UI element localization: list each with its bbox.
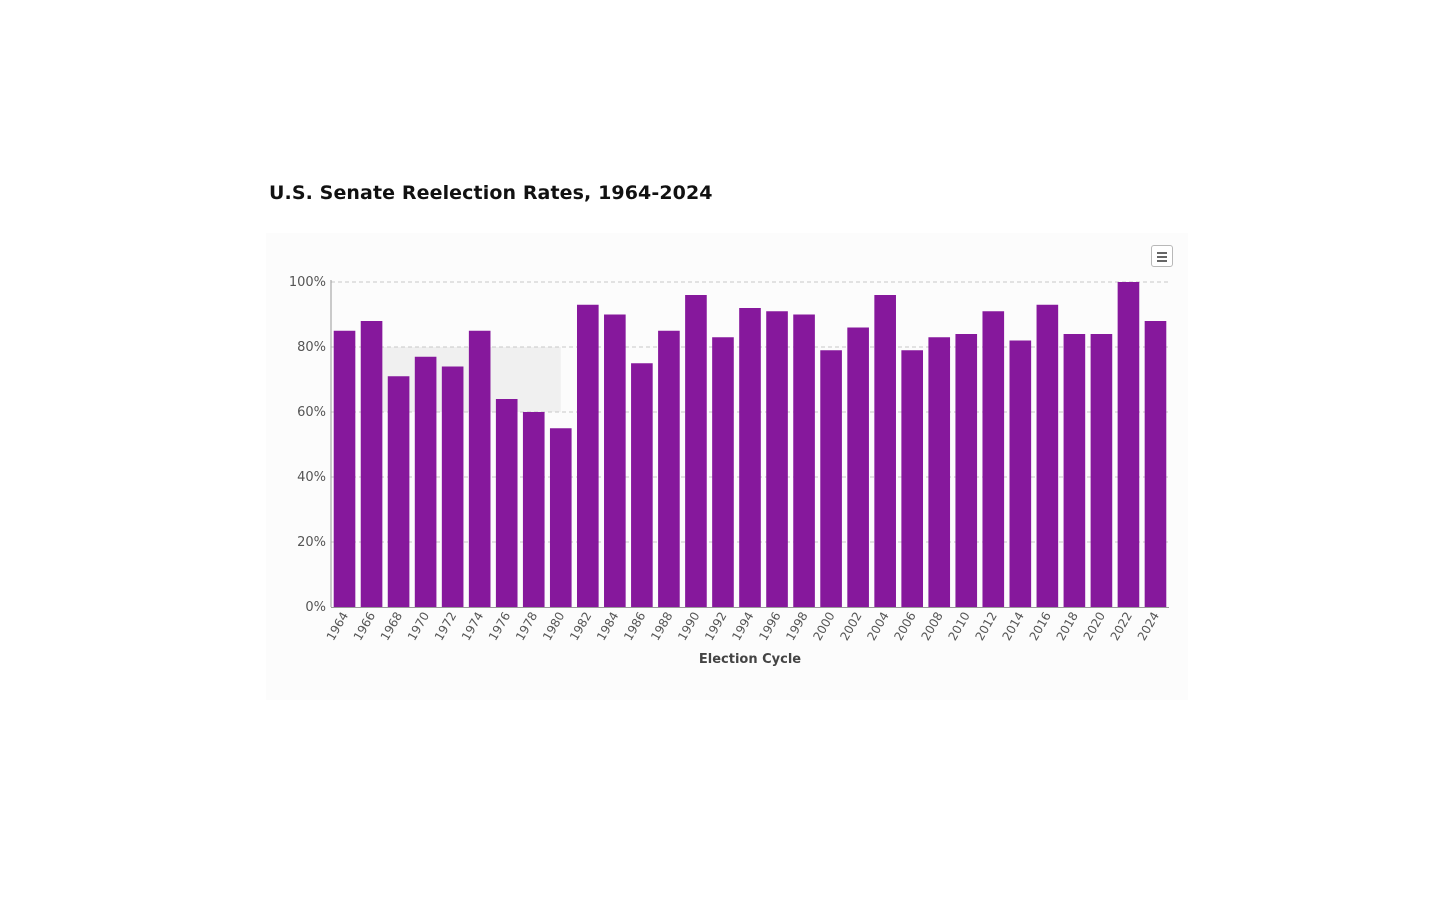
x-tick-label: 2024 [1135, 610, 1162, 643]
bar-1976[interactable] [495, 399, 518, 607]
x-tick-label: 1966 [351, 610, 378, 643]
bar-1988[interactable] [658, 330, 680, 607]
chart-title: U.S. Senate Reelection Rates, 1964-2024 [269, 182, 713, 204]
bar-1982[interactable] [576, 304, 599, 607]
x-tick-label: 1972 [432, 610, 459, 643]
x-tick-label: 2016 [1027, 610, 1054, 643]
y-tick-label: 0% [305, 600, 326, 615]
bar-2006[interactable] [901, 350, 924, 607]
bar-1996[interactable] [766, 311, 788, 607]
y-tick-label: 20% [297, 535, 326, 550]
x-tick-label: 1978 [513, 610, 540, 643]
x-tick-label: 2018 [1054, 610, 1081, 643]
x-tick-label: 1988 [648, 610, 675, 643]
x-tick-label: 1974 [459, 610, 486, 643]
x-tick-label: 1982 [567, 610, 594, 643]
bar-2010[interactable] [955, 334, 978, 607]
bar-2016[interactable] [1036, 304, 1059, 607]
y-tick-label: 60% [297, 405, 326, 420]
x-tick-label: 1986 [621, 610, 648, 643]
bar-1986[interactable] [631, 363, 653, 607]
x-tick-label: 2008 [918, 610, 945, 643]
bar-1970[interactable] [414, 356, 437, 607]
x-tick-label: 1990 [675, 610, 702, 643]
bar-1998[interactable] [793, 314, 815, 608]
bars [333, 282, 1167, 608]
bar-1964[interactable] [333, 330, 356, 607]
x-axis-label: Election Cycle [699, 652, 801, 667]
bar-1968[interactable] [387, 376, 410, 607]
y-tick-label: 80% [297, 340, 326, 355]
x-tick-label: 1998 [783, 610, 810, 643]
bar-1990[interactable] [685, 295, 707, 607]
x-tick-label: 1994 [729, 610, 756, 643]
bar-1994[interactable] [739, 308, 761, 607]
y-tick-label: 40% [297, 470, 326, 485]
bar-2002[interactable] [847, 327, 869, 608]
x-tick-label: 1970 [405, 610, 432, 643]
bar-1972[interactable] [441, 366, 464, 608]
bar-1992[interactable] [712, 337, 734, 607]
x-tick-label: 1996 [756, 610, 783, 643]
y-tick-label: 100% [289, 275, 326, 290]
bar-1984[interactable] [604, 314, 626, 608]
x-tick-label: 2010 [945, 610, 972, 643]
bar-2004[interactable] [874, 295, 896, 607]
x-tick-label: 1964 [324, 610, 351, 643]
x-tick-label: 2020 [1081, 610, 1108, 643]
x-tick-label: 2014 [1000, 610, 1027, 643]
bar-2020[interactable] [1090, 334, 1113, 607]
x-tick-label: 2004 [864, 610, 891, 643]
bar-1978[interactable] [522, 412, 545, 607]
x-tick-label: 1992 [702, 610, 729, 643]
bar-1966[interactable] [360, 321, 383, 607]
x-tick-label: 2000 [810, 610, 837, 643]
x-tick-label: 1968 [378, 610, 405, 643]
x-tick-label: 2002 [837, 610, 864, 643]
x-tick-label: 1980 [540, 610, 567, 643]
bar-1980[interactable] [549, 428, 572, 607]
x-tick-label: 1976 [486, 610, 513, 643]
x-tick-label: 2022 [1108, 610, 1135, 643]
bar-2012[interactable] [982, 311, 1005, 607]
chart-menu-button[interactable] [1151, 245, 1173, 267]
bar-2014[interactable] [1009, 340, 1032, 608]
bar-1974[interactable] [468, 330, 491, 607]
bar-2018[interactable] [1063, 334, 1086, 607]
bar-2008[interactable] [928, 337, 951, 607]
x-tick-label: 2006 [891, 610, 918, 643]
bar-2022[interactable] [1117, 282, 1140, 607]
bar-2024[interactable] [1144, 321, 1167, 607]
bar-2000[interactable] [820, 350, 842, 607]
x-tick-label: 1984 [594, 610, 621, 643]
x-tick-label: 2012 [972, 609, 999, 642]
hamburger-menu-icon [1157, 252, 1167, 254]
